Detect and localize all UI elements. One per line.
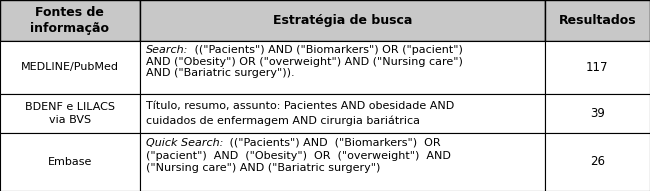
Text: MEDLINE/PubMed: MEDLINE/PubMed xyxy=(21,62,119,72)
Bar xyxy=(0,94,140,133)
Text: AND ("Bariatric surgery")).: AND ("Bariatric surgery")). xyxy=(146,68,295,78)
Text: 117: 117 xyxy=(586,61,608,74)
Bar xyxy=(545,41,650,94)
Bar xyxy=(140,0,545,41)
Text: cuidados de enfermagem AND cirurgia bariátrica: cuidados de enfermagem AND cirurgia bari… xyxy=(146,115,421,126)
Text: 26: 26 xyxy=(590,155,605,168)
Text: 39: 39 xyxy=(590,107,605,120)
Text: BDENF e LILACS
via BVS: BDENF e LILACS via BVS xyxy=(25,102,115,125)
Text: Quick Search:: Quick Search: xyxy=(146,138,224,148)
Text: Embase: Embase xyxy=(47,157,92,167)
Bar xyxy=(0,0,140,41)
Text: ("pacient")  AND  ("Obesity")  OR  ("overweight")  AND: ("pacient") AND ("Obesity") OR ("overwei… xyxy=(146,151,451,161)
Text: Fontes de
informação: Fontes de informação xyxy=(31,6,109,35)
Text: AND ("Obesity") OR ("overweight") AND ("Nursing care"): AND ("Obesity") OR ("overweight") AND ("… xyxy=(146,57,463,67)
Text: (("Pacients") AND  ("Biomarkers")  OR: (("Pacients") AND ("Biomarkers") OR xyxy=(226,138,440,148)
Text: ("Nursing care") AND ("Bariatric surgery"): ("Nursing care") AND ("Bariatric surgery… xyxy=(146,163,381,173)
Bar xyxy=(545,0,650,41)
Bar xyxy=(545,133,650,191)
Text: Título, resumo, assunto: Pacientes AND obesidade AND: Título, resumo, assunto: Pacientes AND o… xyxy=(146,101,454,111)
Bar xyxy=(140,94,545,133)
Bar xyxy=(140,133,545,191)
Text: Search:: Search: xyxy=(146,45,188,55)
Text: Resultados: Resultados xyxy=(558,14,636,27)
Bar xyxy=(545,94,650,133)
Bar xyxy=(0,41,140,94)
Bar xyxy=(140,41,545,94)
Bar xyxy=(0,133,140,191)
Text: Estratégia de busca: Estratégia de busca xyxy=(272,14,412,27)
Text: (("Pacients") AND ("Biomarkers") OR ("pacient"): (("Pacients") AND ("Biomarkers") OR ("pa… xyxy=(190,45,462,55)
